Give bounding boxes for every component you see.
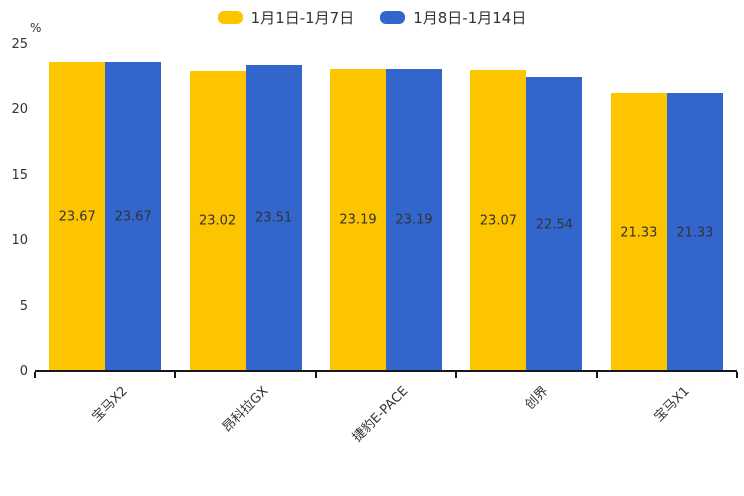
legend-label: 1月1日-1月7日 <box>250 8 355 27</box>
bar-series-2-昂科拉GX: 23.51 <box>245 64 302 372</box>
bar-series-1-昂科拉GX: 23.02 <box>189 70 246 372</box>
bar-value-label: 23.19 <box>339 212 377 228</box>
bar-value-label: 21.33 <box>620 225 658 240</box>
bar-series-2-捷豹E-PACE: 23.19 <box>386 68 442 372</box>
x-tick-mark <box>595 372 598 378</box>
bar-series-2-创界: 22.54 <box>526 77 583 372</box>
x-category-label-3: 捷豹E-PACE <box>350 383 412 446</box>
legend-swatch-icon <box>380 10 406 24</box>
x-category-label-2: 昂科拉GX <box>219 383 272 436</box>
x-tick-mark <box>314 372 317 378</box>
bar-value-label: 22.54 <box>535 217 573 233</box>
x-tick-mark <box>736 372 738 378</box>
bar-series-2-宝马X1: 21.33 <box>666 93 723 372</box>
bar-value-label: 23.07 <box>479 213 517 229</box>
x-category-label-1: 宝马X2 <box>89 383 131 425</box>
x-axis-line <box>35 370 737 372</box>
bar-series-2-宝马X2: 23.67 <box>105 62 162 372</box>
bar-series-1-捷豹E-PACE: 23.19 <box>330 68 386 372</box>
legend: 1月1日-1月7日 1月8日-1月14日 <box>0 6 744 28</box>
legend-item-series-1[interactable]: 1月1日-1月7日 <box>217 7 355 28</box>
bar-value-label: 23.51 <box>254 210 293 226</box>
plot-area: 23.67 23.67 23.02 23.51 23.19 23.19 23.07 22.54… <box>35 45 737 372</box>
y-tick-label: 0 <box>19 364 28 379</box>
bar-value-label: 23.67 <box>114 209 152 225</box>
x-category-label-5: 宝马X1 <box>651 383 693 425</box>
x-tick-mark <box>455 372 458 378</box>
bar-series-1-宝马X2: 23.67 <box>49 62 106 372</box>
y-tick-label: 10 <box>11 233 28 249</box>
legend-swatch-icon <box>217 10 243 24</box>
legend-item-series-2[interactable]: 1月8日-1月14日 <box>380 7 526 28</box>
bar-value-label: 23.02 <box>198 213 237 229</box>
bar-series-1-宝马X1: 21.33 <box>610 93 667 372</box>
y-tick-label: 5 <box>19 298 28 314</box>
y-tick-label: 20 <box>11 102 28 118</box>
x-category-label-4: 创界 <box>522 383 552 413</box>
bar-value-label: 23.19 <box>395 212 433 228</box>
legend-label: 1月8日-1月14日 <box>413 8 527 27</box>
y-tick-label: 25 <box>11 37 28 52</box>
bar-value-label: 21.33 <box>676 225 714 240</box>
bar-series-1-创界: 23.07 <box>470 70 527 372</box>
x-tick-mark <box>34 372 36 378</box>
bar-value-label: 23.67 <box>58 209 96 225</box>
y-axis-unit-label: % <box>30 21 42 35</box>
x-tick-mark <box>174 372 177 378</box>
y-tick-label: 15 <box>11 167 28 183</box>
